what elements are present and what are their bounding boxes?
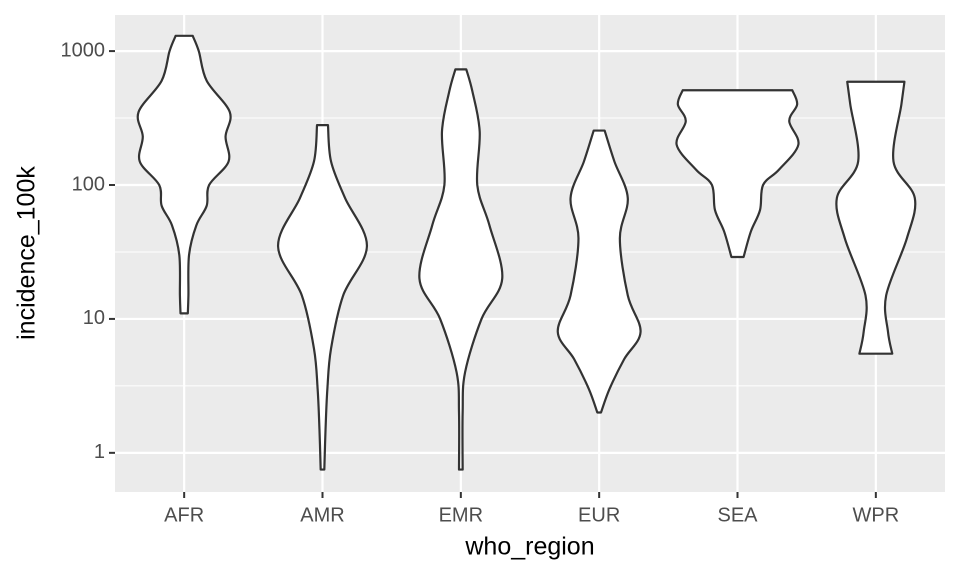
y-tick-label: 10 — [83, 307, 105, 329]
violin — [556, 129, 642, 414]
violin — [835, 80, 917, 355]
x-tick-label: WPR — [852, 504, 899, 526]
violin — [276, 124, 369, 471]
y-tick-label: 1000 — [61, 39, 106, 61]
x-tick-label: EUR — [578, 504, 620, 526]
x-tick-label: AMR — [300, 504, 344, 526]
panel — [115, 15, 945, 492]
violin — [675, 89, 800, 259]
x-tick-label: SEA — [717, 504, 758, 526]
y-tick-label: 1 — [94, 441, 105, 463]
violin — [136, 34, 232, 315]
x-axis-title: who_region — [464, 533, 594, 561]
y-tick-label: 100 — [72, 173, 105, 195]
x-tick-label: EMR — [439, 504, 483, 526]
y-axis-title: incidence_100k — [13, 166, 41, 340]
violin — [418, 68, 504, 471]
x-tick-label: AFR — [164, 504, 204, 526]
